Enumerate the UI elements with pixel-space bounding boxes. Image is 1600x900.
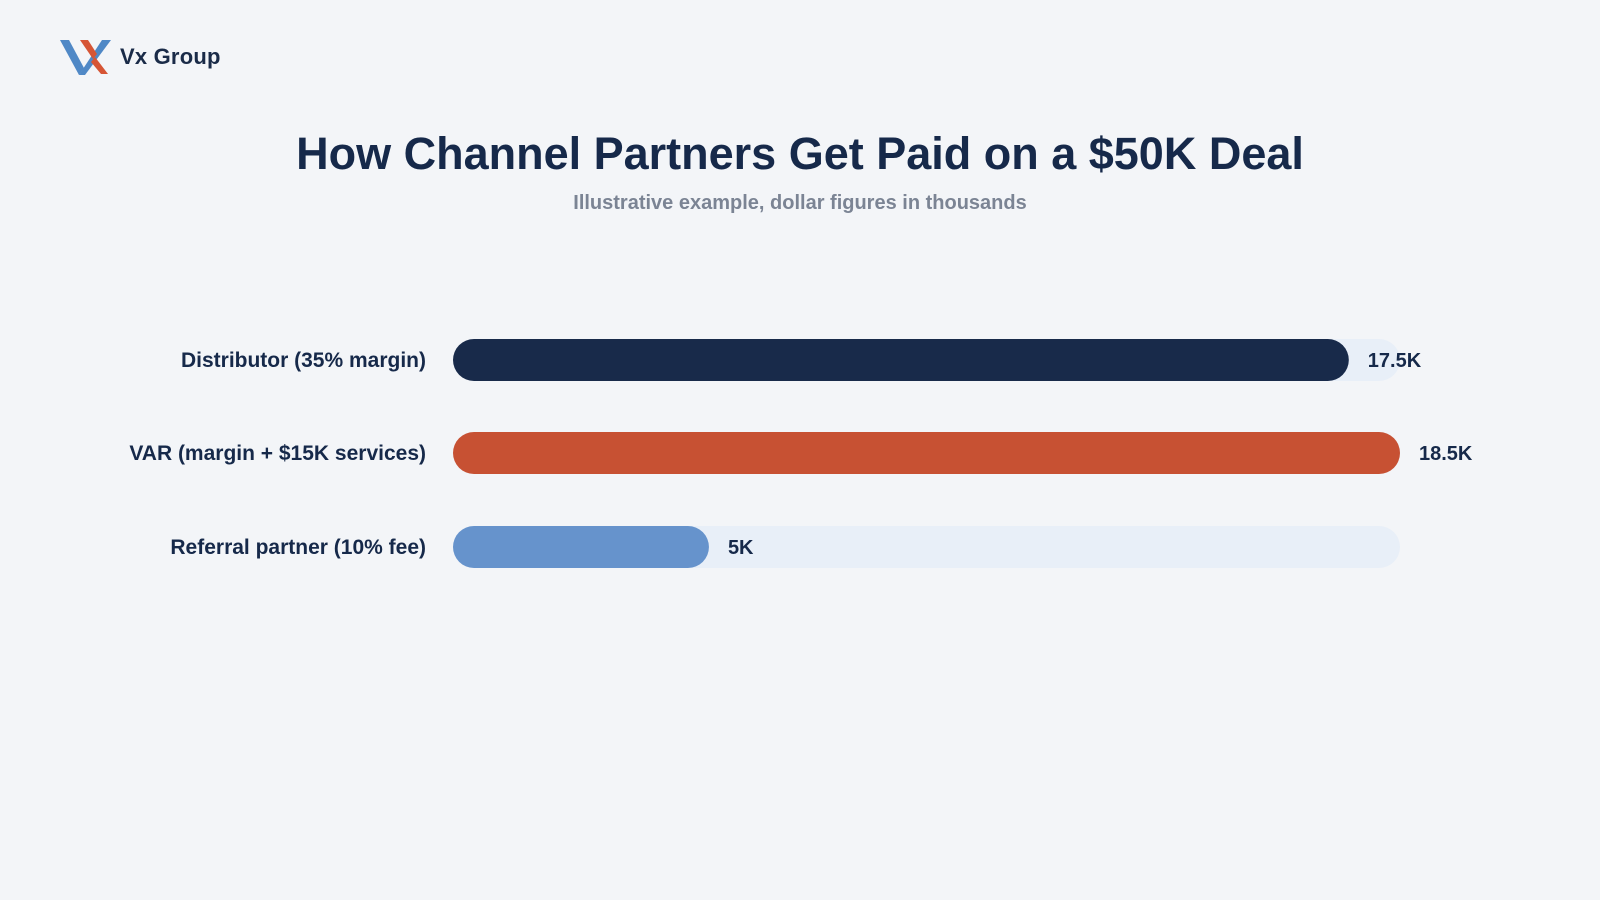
- value-label: 18.5K: [1419, 443, 1473, 465]
- category-label: Distributor (35% margin): [181, 349, 426, 372]
- value-label: 17.5K: [1368, 350, 1422, 372]
- bar: [453, 432, 1400, 474]
- category-label: VAR (margin + $15K services): [129, 442, 426, 465]
- bar: [453, 526, 709, 568]
- category-label: Referral partner (10% fee): [170, 536, 426, 559]
- bar-chart: Distributor (35% margin) 17.5K VAR (margin…: [0, 300, 1600, 620]
- bar: [453, 339, 1349, 381]
- chart-subtitle: Illustrative example, dollar figures in …: [573, 192, 1027, 214]
- brand-name: Vx Group: [120, 44, 221, 69]
- vx-logo-icon: [60, 40, 111, 75]
- brand-logo: Vx Group: [60, 38, 221, 76]
- value-label: 5K: [728, 537, 754, 559]
- chart-title: How Channel Partners Get Paid on a $50K …: [296, 128, 1304, 179]
- bar-chart-svg: Distributor (35% margin) 17.5K VAR (margin…: [129, 339, 1473, 568]
